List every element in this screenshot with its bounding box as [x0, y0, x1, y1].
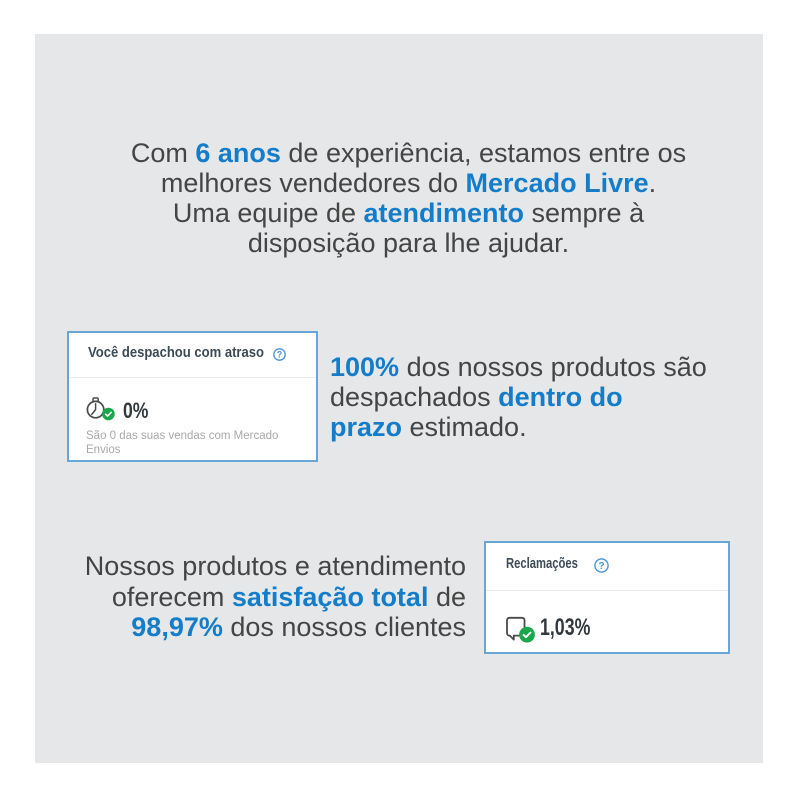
- svg-text:?: ?: [598, 561, 604, 572]
- svg-text:?: ?: [277, 350, 283, 360]
